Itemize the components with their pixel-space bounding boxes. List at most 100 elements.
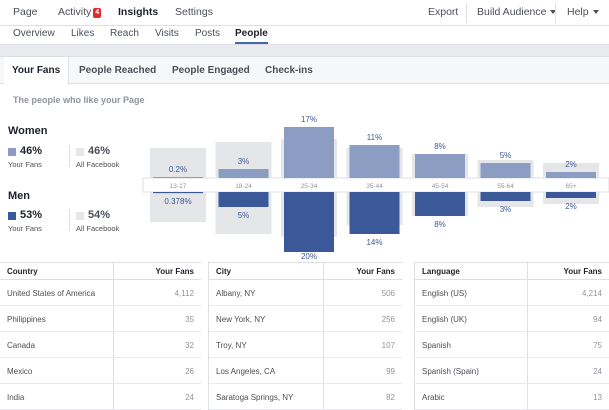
country-table: Country Your Fans United States of Ameri… xyxy=(0,262,201,410)
table-row: Los Angeles, CA 99 xyxy=(209,358,402,384)
women-fb-swatch xyxy=(76,148,84,156)
nav-page[interactable]: Page xyxy=(13,6,38,18)
women-data-label: 11% xyxy=(367,133,382,142)
country-value: 24 xyxy=(185,393,194,402)
men-bar xyxy=(153,192,203,194)
nav-insights[interactable]: Insights xyxy=(118,6,159,18)
age-tick-label: 65+ xyxy=(565,183,576,190)
age-gender-chart: 0.2% 0.378% 13-17 3% 5% 18-24 17% 20% 25-34 11% 14… xyxy=(142,115,609,261)
table-header: Language Your Fans xyxy=(415,262,609,280)
column-divider xyxy=(113,262,114,410)
men-fb-label: All Facebook xyxy=(76,224,120,233)
tab-your-fans[interactable]: Your Fans xyxy=(4,57,70,85)
age-tick-label: 13-17 xyxy=(170,183,187,190)
tab-posts[interactable]: Posts xyxy=(195,28,221,39)
men-bar xyxy=(284,192,334,252)
city-value: 99 xyxy=(386,367,395,376)
country-value: 35 xyxy=(185,315,194,324)
women-bar xyxy=(480,163,531,178)
nav-settings[interactable]: Settings xyxy=(175,6,213,18)
women-data-label: 17% xyxy=(301,115,317,124)
table-row: Spanish 75 xyxy=(415,332,609,358)
women-fb-pct: 46% xyxy=(88,145,111,157)
men-fans-pct: 53% xyxy=(20,209,43,221)
men-fans-label: Your Fans xyxy=(8,224,42,233)
country-value: 32 xyxy=(185,341,194,350)
language-value: 75 xyxy=(593,341,602,350)
table-row: English (UK) 94 xyxy=(415,306,609,332)
nav-activity[interactable]: Activity 4 xyxy=(58,0,102,26)
people-panel: Your Fans People Reached People Engaged … xyxy=(0,56,609,410)
language-name: English (US) xyxy=(422,289,467,298)
tab-people-engaged[interactable]: People Engaged xyxy=(172,65,250,76)
nav-export[interactable]: Export xyxy=(428,6,459,18)
city-value: 107 xyxy=(381,341,395,350)
build-audience-button[interactable]: Build Audience xyxy=(477,0,557,26)
table-row: English (US) 4,214 xyxy=(415,280,609,306)
tab-check-ins[interactable]: Check-ins xyxy=(265,65,313,76)
facebook-women-bar xyxy=(150,148,206,178)
language-value: 24 xyxy=(593,367,602,376)
table-row: Mexico 26 xyxy=(0,358,201,384)
city-value-header: Your Fans xyxy=(356,267,395,276)
women-fans-pct: 46% xyxy=(20,145,43,157)
table-row: Spanish (Spain) 24 xyxy=(415,358,609,384)
age-tick-label: 55-64 xyxy=(497,183,514,190)
column-divider xyxy=(323,262,324,410)
table-header: Country Your Fans xyxy=(0,262,201,280)
facebook-men-bar xyxy=(150,192,206,222)
men-fb-swatch xyxy=(76,212,84,220)
men-data-label: 2% xyxy=(565,202,577,211)
table-header: City Your Fans xyxy=(209,262,402,280)
section-subtitle: The people who like your Page xyxy=(13,95,145,105)
country-name: Canada xyxy=(7,341,36,350)
country-name: Philippines xyxy=(7,315,46,324)
city-name: Albany, NY xyxy=(216,289,256,298)
language-value: 4,214 xyxy=(581,289,602,298)
table-row: New York, NY 256 xyxy=(209,306,402,332)
tab-people-reached[interactable]: People Reached xyxy=(79,65,157,76)
chevron-down-icon xyxy=(550,10,557,14)
men-data-label: 5% xyxy=(238,211,250,220)
city-name: Los Angeles, CA xyxy=(216,367,276,376)
tab-reach[interactable]: Reach xyxy=(110,28,139,39)
women-fans-swatch xyxy=(8,148,16,156)
city-value: 82 xyxy=(386,393,395,402)
men-bar xyxy=(415,192,465,216)
country-value: 4,112 xyxy=(174,289,194,298)
nav-activity-label: Activity xyxy=(58,6,92,18)
tab-visits[interactable]: Visits xyxy=(155,28,179,39)
table-row: United States of America 4,112 xyxy=(0,280,201,306)
men-fb-pct: 54% xyxy=(88,209,111,221)
country-value-header: Your Fans xyxy=(155,267,194,276)
language-value: 13 xyxy=(593,393,602,402)
language-name: Arabic xyxy=(422,393,445,402)
chevron-down-icon xyxy=(592,10,599,14)
men-bar xyxy=(218,192,269,207)
men-data-label: 3% xyxy=(500,205,512,214)
help-label: Help xyxy=(567,6,589,18)
women-bar xyxy=(153,177,203,178)
men-data-label: 8% xyxy=(434,220,446,229)
men-bar xyxy=(480,192,531,201)
tab-people[interactable]: People xyxy=(235,26,268,44)
city-table: City Your Fans Albany, NY 506 New York, N… xyxy=(208,262,402,410)
women-data-label: 8% xyxy=(434,142,446,151)
country-name: Mexico xyxy=(7,367,33,376)
men-bar xyxy=(546,192,596,198)
insights-subnav: Overview Likes Reach Visits Posts People xyxy=(0,26,609,45)
women-data-label: 0.2% xyxy=(169,165,187,174)
women-fb-label: All Facebook xyxy=(76,160,120,169)
city-value: 256 xyxy=(381,315,395,324)
help-button[interactable]: Help xyxy=(567,0,599,26)
table-row: Philippines 35 xyxy=(0,306,201,332)
tab-likes[interactable]: Likes xyxy=(71,28,95,39)
women-bar xyxy=(284,127,334,178)
age-tick-label: 45-54 xyxy=(432,183,449,190)
table-row: India 24 xyxy=(0,384,201,410)
table-row: Saratoga Springs, NY 82 xyxy=(209,384,402,410)
men-data-label: 20% xyxy=(301,252,317,261)
tab-overview[interactable]: Overview xyxy=(13,28,55,39)
women-data-label: 2% xyxy=(565,160,577,169)
women-bar xyxy=(415,154,465,178)
